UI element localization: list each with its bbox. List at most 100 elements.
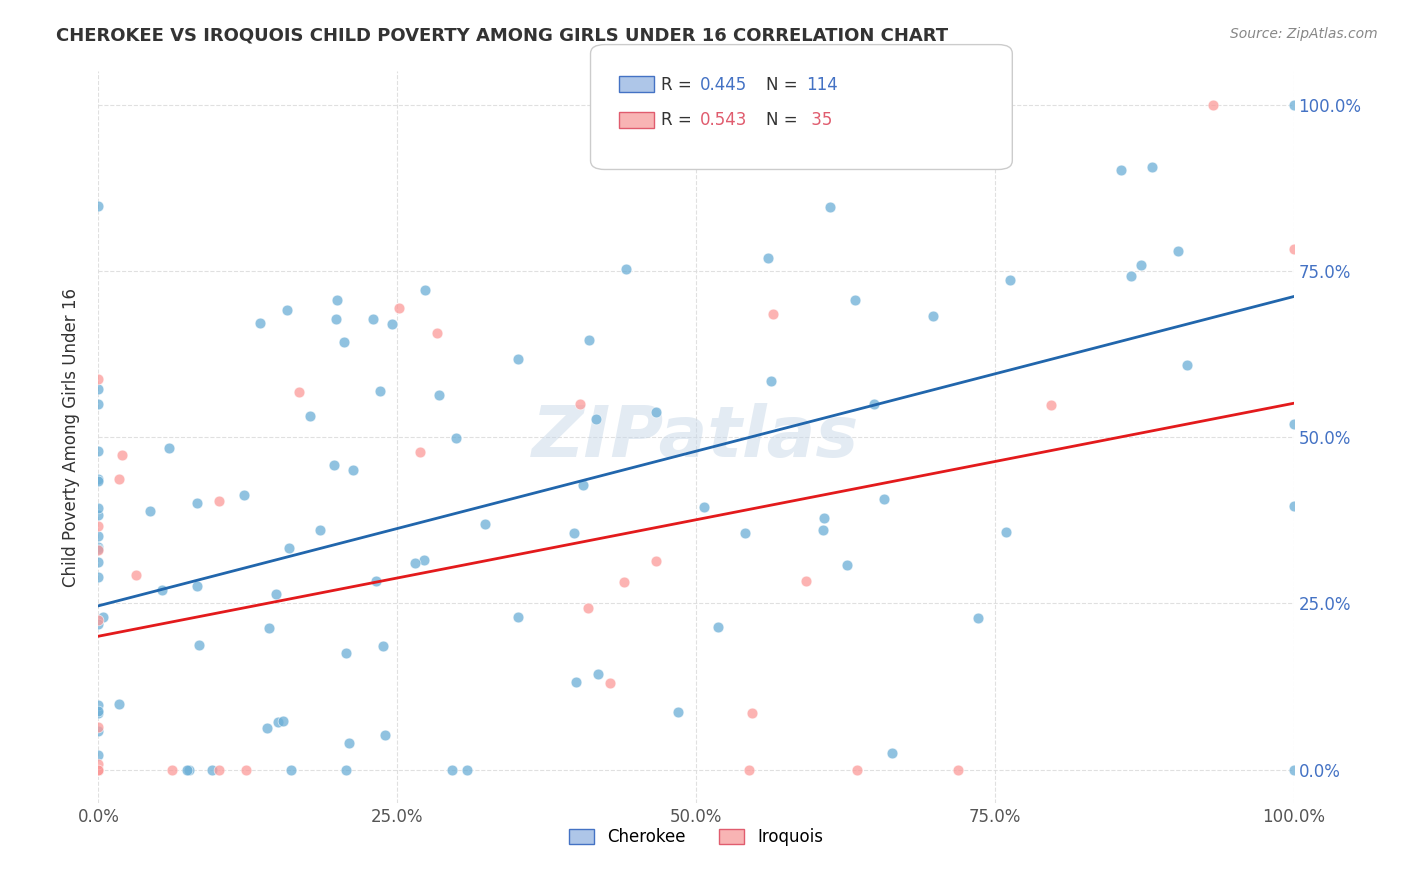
Cherokee xyxy=(413,552,436,566)
Cherokee xyxy=(882,746,904,760)
Iroquois xyxy=(288,385,311,400)
Cherokee xyxy=(256,721,278,735)
Cherokee xyxy=(87,698,110,712)
Cherokee xyxy=(578,333,600,347)
Cherokee xyxy=(474,516,496,531)
Cherokee xyxy=(201,763,224,777)
Cherokee xyxy=(1282,500,1305,514)
Cherokee xyxy=(1109,163,1132,178)
Cherokee xyxy=(87,475,110,489)
Cherokee xyxy=(177,763,200,777)
Cherokee xyxy=(873,492,896,507)
Cherokee xyxy=(157,441,180,455)
Iroquois xyxy=(87,542,110,557)
Iroquois xyxy=(613,574,636,589)
Cherokee xyxy=(1282,763,1305,777)
Text: 0.543: 0.543 xyxy=(700,112,748,129)
Cherokee xyxy=(87,529,110,543)
Cherokee xyxy=(446,431,468,445)
Cherokee xyxy=(277,541,299,555)
Cherokee xyxy=(1282,97,1305,112)
Cherokee xyxy=(335,763,357,777)
Cherokee xyxy=(249,316,271,330)
Cherokee xyxy=(761,374,783,388)
Iroquois xyxy=(762,307,785,321)
Cherokee xyxy=(325,293,347,307)
Cherokee xyxy=(87,508,110,522)
Iroquois xyxy=(87,614,110,628)
Text: R =: R = xyxy=(661,76,697,94)
Iroquois xyxy=(235,763,257,777)
Cherokee xyxy=(150,583,173,598)
Cherokee xyxy=(818,200,841,214)
Cherokee xyxy=(323,458,346,472)
Cherokee xyxy=(87,763,110,777)
Text: Source: ZipAtlas.com: Source: ZipAtlas.com xyxy=(1230,27,1378,41)
Cherokee xyxy=(87,723,110,738)
Iroquois xyxy=(737,763,759,777)
Cherokee xyxy=(967,611,990,625)
Cherokee xyxy=(374,728,396,742)
Cherokee xyxy=(844,293,866,307)
Iroquois xyxy=(87,763,110,777)
Iroquois xyxy=(426,326,449,341)
Cherokee xyxy=(87,763,110,777)
Cherokee xyxy=(87,501,110,516)
Cherokee xyxy=(266,586,288,600)
Cherokee xyxy=(87,382,110,396)
Cherokee xyxy=(325,312,347,326)
Text: N =: N = xyxy=(766,112,803,129)
Cherokee xyxy=(87,555,110,569)
Cherokee xyxy=(91,609,114,624)
Cherokee xyxy=(666,705,689,719)
Cherokee xyxy=(87,570,110,584)
Cherokee xyxy=(87,763,110,777)
Cherokee xyxy=(87,748,110,763)
Cherokee xyxy=(107,698,129,712)
Cherokee xyxy=(586,666,609,681)
Cherokee xyxy=(693,500,716,514)
Iroquois xyxy=(162,763,184,777)
Iroquois xyxy=(576,600,599,615)
Iroquois xyxy=(599,675,621,690)
Cherokee xyxy=(1167,244,1189,259)
Iroquois xyxy=(741,706,763,720)
Cherokee xyxy=(87,397,110,411)
Cherokee xyxy=(276,303,298,318)
Iroquois xyxy=(87,720,110,734)
Cherokee xyxy=(87,763,110,777)
Cherokee xyxy=(87,706,110,720)
Iroquois xyxy=(568,397,591,411)
Cherokee xyxy=(188,638,211,652)
Cherokee xyxy=(176,763,198,777)
Cherokee xyxy=(508,610,530,624)
Cherokee xyxy=(441,763,464,777)
Text: 114: 114 xyxy=(806,76,838,94)
Text: ZIPatlas: ZIPatlas xyxy=(533,402,859,472)
Iroquois xyxy=(1282,242,1305,256)
Iroquois xyxy=(794,574,817,588)
Cherokee xyxy=(333,334,356,349)
Text: CHEROKEE VS IROQUOIS CHILD POVERTY AMONG GIRLS UNDER 16 CORRELATION CHART: CHEROKEE VS IROQUOIS CHILD POVERTY AMONG… xyxy=(56,27,949,45)
Cherokee xyxy=(585,412,607,426)
Iroquois xyxy=(1201,97,1223,112)
Cherokee xyxy=(280,763,302,777)
Cherokee xyxy=(1282,417,1305,432)
Iroquois xyxy=(87,519,110,533)
Cherokee xyxy=(363,312,385,326)
Cherokee xyxy=(87,704,110,718)
Cherokee xyxy=(342,463,364,477)
Cherokee xyxy=(87,763,110,777)
Cherokee xyxy=(572,478,595,492)
Iroquois xyxy=(111,448,134,462)
Cherokee xyxy=(87,763,110,777)
Cherokee xyxy=(335,646,357,660)
Cherokee xyxy=(1119,268,1142,283)
Cherokee xyxy=(87,763,110,777)
Iroquois xyxy=(644,554,666,568)
Iroquois xyxy=(208,493,231,508)
Iroquois xyxy=(408,444,430,458)
Cherokee xyxy=(299,409,322,423)
Cherokee xyxy=(995,525,1018,540)
Iroquois xyxy=(125,568,148,582)
